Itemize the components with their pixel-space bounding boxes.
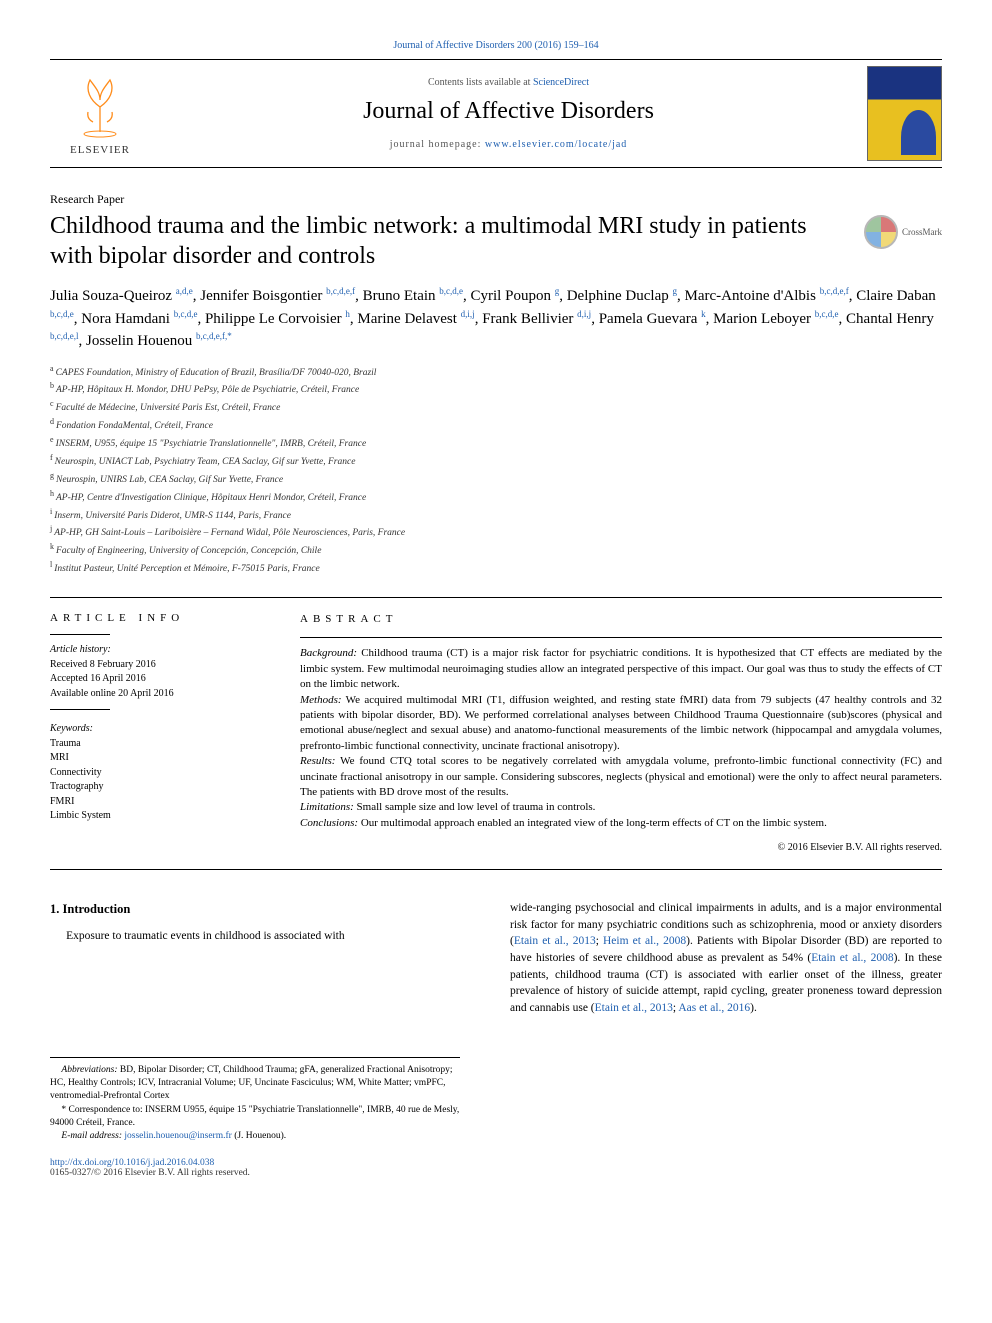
article-history: Article history: Received 8 February 201… bbox=[50, 643, 264, 701]
elsevier-tree-icon bbox=[65, 72, 135, 142]
author-list: Julia Souza-Queiroz a,d,e, Jennifer Bois… bbox=[50, 285, 942, 353]
footnotes: Abbreviations: BD, Bipolar Disorder; CT,… bbox=[50, 1057, 460, 1144]
ref-link[interactable]: Etain et al., 2008 bbox=[811, 952, 893, 964]
affiliations: a CAPES Foundation, Ministry of Educatio… bbox=[50, 363, 942, 578]
article-title: Childhood trauma and the limbic network:… bbox=[50, 211, 846, 271]
article-info-label: ARTICLE INFO bbox=[50, 612, 264, 624]
journal-title: Journal of Affective Disorders bbox=[150, 98, 867, 125]
crossmark-icon bbox=[864, 215, 898, 249]
article-type: Research Paper bbox=[50, 192, 942, 207]
journal-homepage: journal homepage: www.elsevier.com/locat… bbox=[150, 139, 867, 150]
ref-link[interactable]: Aas et al., 2016 bbox=[678, 1002, 750, 1014]
journal-header: ELSEVIER Contents lists available at Sci… bbox=[50, 59, 942, 168]
contents-available: Contents lists available at ScienceDirec… bbox=[150, 77, 867, 88]
ref-link[interactable]: Etain et al., 2013 bbox=[514, 935, 596, 947]
publisher-name: ELSEVIER bbox=[70, 144, 130, 156]
sciencedirect-link[interactable]: ScienceDirect bbox=[533, 77, 589, 88]
issn-copyright: 0165-0327/© 2016 Elsevier B.V. All right… bbox=[50, 1168, 942, 1178]
homepage-link[interactable]: www.elsevier.com/locate/jad bbox=[485, 139, 627, 150]
corr-email-link[interactable]: josselin.houenou@inserm.fr bbox=[124, 1131, 231, 1141]
abstract: ABSTRACT Background: Childhood trauma (C… bbox=[280, 598, 942, 869]
intro-heading: 1. Introduction bbox=[50, 900, 482, 918]
crossmark-label: CrossMark bbox=[902, 227, 942, 237]
keywords: Keywords: Trauma MRI Connectivity Tracto… bbox=[50, 722, 264, 824]
publisher-logo: ELSEVIER bbox=[50, 72, 150, 156]
crossmark-badge[interactable]: CrossMark bbox=[864, 215, 942, 249]
ref-link[interactable]: Heim et al., 2008 bbox=[603, 935, 686, 947]
ref-link[interactable]: Etain et al., 2013 bbox=[595, 1002, 673, 1014]
abstract-label: ABSTRACT bbox=[300, 612, 942, 627]
running-head: Journal of Affective Disorders 200 (2016… bbox=[50, 40, 942, 51]
journal-cover-thumb bbox=[867, 66, 942, 161]
abstract-copyright: © 2016 Elsevier B.V. All rights reserved… bbox=[300, 841, 942, 855]
doi-link[interactable]: http://dx.doi.org/10.1016/j.jad.2016.04.… bbox=[50, 1158, 942, 1168]
body-text: 1. Introduction Exposure to traumatic ev… bbox=[50, 900, 942, 1017]
